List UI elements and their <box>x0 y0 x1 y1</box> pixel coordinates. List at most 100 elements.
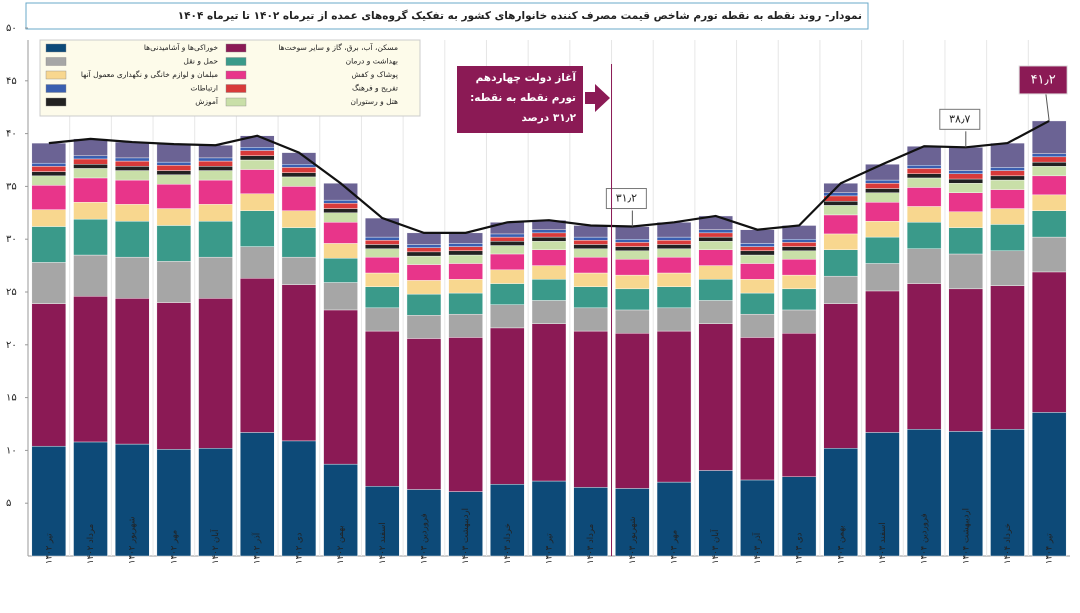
x-tick-label-group: شهریور ۱۴۰۳ <box>628 516 638 564</box>
bar-segment <box>698 300 733 324</box>
bar-segment <box>365 236 400 241</box>
bar-segment <box>531 265 567 280</box>
bar-segment <box>323 258 358 283</box>
bar-segment <box>698 236 733 242</box>
bar-segment <box>781 238 817 243</box>
bar-segment <box>198 166 233 171</box>
x-tick-label: آذر ۱۴۰۳ <box>751 532 763 564</box>
bar-segment <box>198 145 233 159</box>
bar-segment <box>906 429 942 557</box>
bar-segment <box>531 300 567 324</box>
x-tick-label: فروردین ۱۴۰۴ <box>920 513 930 564</box>
bar-segment <box>406 315 442 339</box>
bar-segment <box>1031 153 1067 158</box>
x-tick-label-group: دی ۱۴۰۳ <box>795 532 805 564</box>
bar-segment <box>698 279 733 301</box>
bar-segment <box>1031 120 1067 154</box>
bar-segment <box>73 168 108 179</box>
bar-segment <box>948 227 983 255</box>
x-tick-label: اسفند ۱۴۰۲ <box>378 522 388 564</box>
bar-segment <box>240 159 275 170</box>
bar-segment <box>906 177 942 188</box>
bar-segment <box>240 432 275 557</box>
bar-segment <box>73 254 108 297</box>
bar-segment <box>990 429 1025 557</box>
bar-segment <box>490 233 525 238</box>
bar-segment <box>865 192 900 203</box>
bar-segment <box>365 240 400 245</box>
bar-segment <box>948 170 983 174</box>
bar-segment <box>740 246 775 252</box>
x-tick-label-group: مرداد ۱۴۰۳ <box>586 524 596 564</box>
data-label: ۳۱٫۲ <box>616 192 637 205</box>
data-label: ۳۸٫۷ <box>949 112 970 125</box>
bar-segment <box>406 255 442 265</box>
bar-segment <box>740 243 775 247</box>
x-tick-label: آذر ۱۴۰۲ <box>251 532 263 564</box>
bar-segment <box>323 243 358 259</box>
bar-segment <box>823 200 858 206</box>
x-tick-label-group: اردیبهشت ۱۴۰۴ <box>961 508 971 564</box>
bar-segment <box>823 275 858 304</box>
bar-segment <box>365 248 400 258</box>
bar-segment <box>865 236 900 264</box>
bar-segment <box>114 141 150 159</box>
bar-segment <box>781 288 817 311</box>
y-tick-label: ۲۰ <box>6 340 17 351</box>
chart-title: نمودار- روند نقطه به نقطه تورم شاخص قیمت… <box>178 9 862 22</box>
bar-segment <box>698 229 733 234</box>
annotation-text: تورم نقطه به نقطه: <box>470 92 576 104</box>
bar-segment <box>156 143 192 163</box>
bar-segment <box>73 164 108 169</box>
x-tick-label-group: خرداد ۱۴۰۴ <box>1003 523 1013 564</box>
bar-segment <box>656 330 692 483</box>
bar-segment <box>73 138 108 156</box>
bar-segment <box>281 210 317 228</box>
bar-segment <box>323 222 358 244</box>
bar-segment <box>490 327 525 485</box>
bar-segment <box>240 150 275 156</box>
legend-label: ارتباطات <box>190 84 218 93</box>
x-tick-label-group: تیر ۱۴۰۴ <box>1045 533 1055 564</box>
bar-segment <box>656 307 692 332</box>
bar-segment <box>240 210 275 247</box>
bar-segment <box>531 232 567 238</box>
bar-segment <box>781 476 817 557</box>
bar-segment <box>31 226 67 263</box>
bar-segment <box>156 208 192 226</box>
bar-segment <box>865 263 900 292</box>
bar-segment <box>865 179 900 184</box>
bar-segment <box>1031 210 1067 238</box>
annotation-box <box>457 66 583 133</box>
bar-segment <box>198 160 233 167</box>
bar-segment <box>198 179 233 205</box>
data-label: ۴۱٫۲ <box>1031 72 1056 87</box>
bar-segment <box>490 222 525 235</box>
x-tick-label-group: خرداد ۱۴۰۳ <box>503 523 513 564</box>
bar-segment <box>31 445 67 557</box>
bar-segment <box>990 224 1025 252</box>
bar-segment <box>906 165 942 169</box>
bar-segment <box>906 283 942 430</box>
x-tick-label-group: تیر ۱۴۰۲ <box>44 533 54 564</box>
callout-box <box>1018 65 1068 95</box>
bar-segment <box>198 256 233 299</box>
bar-segment <box>490 236 525 242</box>
bar-segment <box>31 166 67 172</box>
legend-label: خوراکی‌ها و آشامیدنی‌ها <box>144 42 218 52</box>
bar-segment <box>1031 271 1067 413</box>
legend-swatch <box>45 43 67 53</box>
bar-segment <box>448 263 483 280</box>
bar-segment <box>615 250 650 260</box>
bar-segment <box>698 323 733 471</box>
bar-segment <box>406 280 442 295</box>
bar-segment <box>156 165 192 171</box>
bar-segment <box>990 142 1025 168</box>
bar-segment <box>323 212 358 223</box>
x-tick-label-group: آبان ۱۴۰۲ <box>209 529 221 564</box>
bar-segment <box>448 232 483 244</box>
bar-segment <box>740 254 775 264</box>
bar-segment <box>281 440 317 557</box>
bar-segment <box>365 330 400 487</box>
bar-segment <box>906 146 942 166</box>
